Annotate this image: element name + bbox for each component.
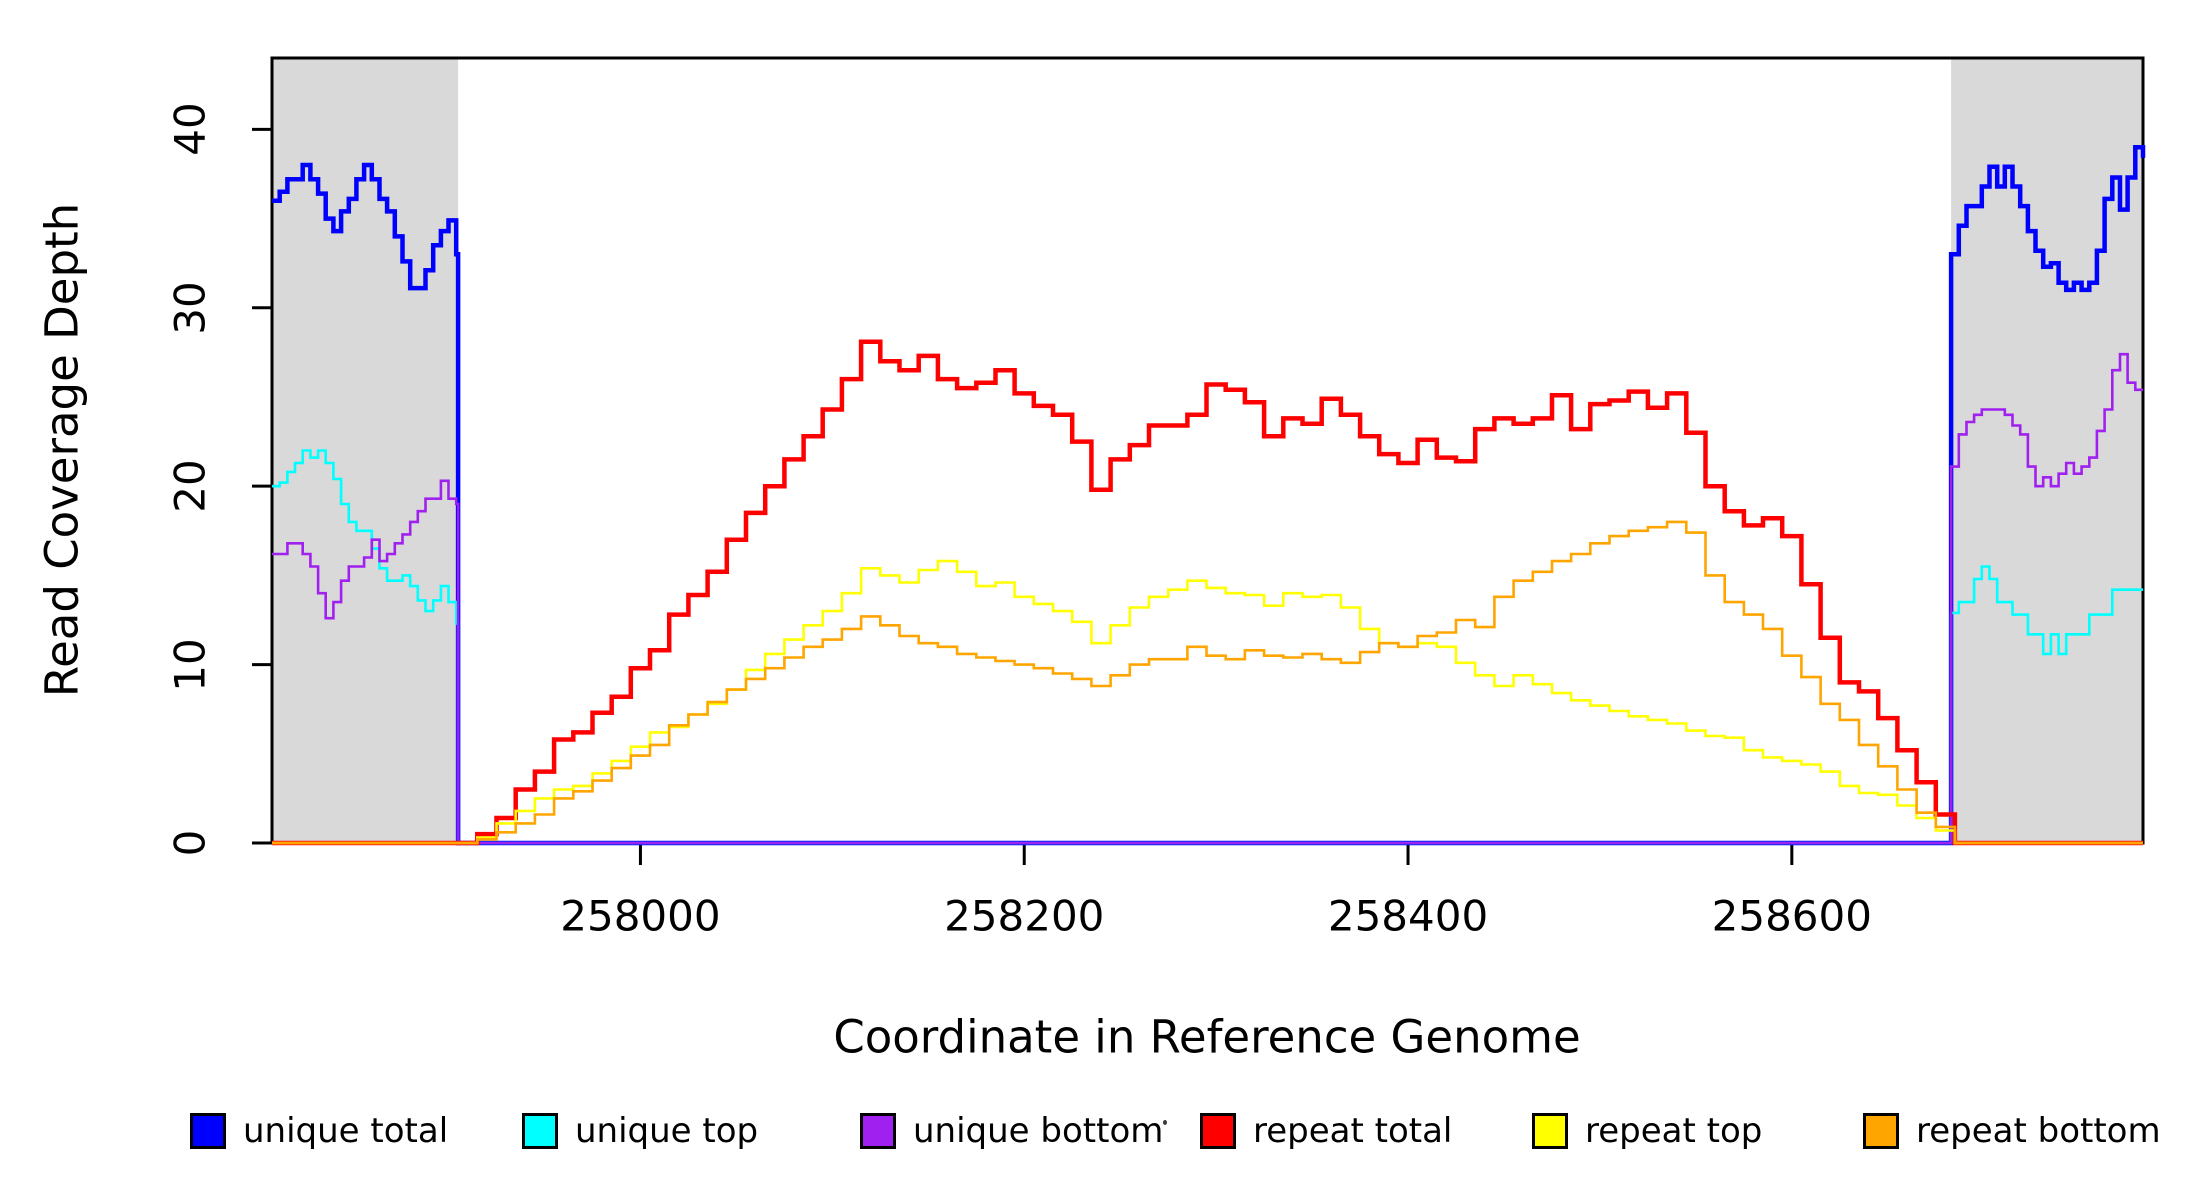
legend-label: repeat bottom <box>1916 1111 2161 1151</box>
legend-swatch-repeat-bottom <box>1863 1113 1899 1149</box>
legend-label: repeat top <box>1585 1111 1763 1151</box>
x-axis-title: Coordinate in Reference Genome <box>833 1010 1581 1064</box>
legend-swatch-unique-bottom <box>860 1113 896 1149</box>
legend-label: repeat total <box>1253 1111 1453 1151</box>
plot-box <box>270 56 2145 845</box>
series-unique-bottom <box>272 352 2143 845</box>
y-tick-label-0: 0 <box>165 829 215 857</box>
legend-swatch-unique-total <box>190 1113 226 1149</box>
x-tick-label-258200: 258200 <box>944 891 1105 941</box>
stray-dot <box>1163 1120 1167 1125</box>
legend-swatch-repeat-top <box>1532 1113 1568 1149</box>
y-tick-label-20: 20 <box>165 459 215 513</box>
x-tick-label-258600: 258600 <box>1711 891 1872 941</box>
legend-swatch-repeat-total <box>1200 1113 1236 1149</box>
x-tick-label-258000: 258000 <box>560 891 721 941</box>
legend-item-unique-bottom: unique bottom <box>860 1111 1163 1151</box>
y-axis-title: Read Coverage Depth <box>35 202 89 698</box>
series-repeat-total <box>272 339 2143 846</box>
legend-label: unique total <box>243 1111 449 1151</box>
series-unique-top <box>272 449 2143 845</box>
y-tick-label-30: 30 <box>165 281 215 335</box>
legend-item-repeat-bottom: repeat bottom <box>1863 1111 2161 1151</box>
series-repeat-bottom <box>272 520 2143 845</box>
legend-item-repeat-top: repeat top <box>1532 1111 1762 1151</box>
legend-item-unique-total: unique total <box>190 1111 448 1151</box>
legend-label: unique bottom <box>913 1111 1164 1151</box>
legend-item-repeat-total: repeat total <box>1200 1111 1452 1151</box>
series-repeat-top <box>272 559 2143 845</box>
y-tick-label-40: 40 <box>165 102 215 157</box>
y-tick-label-10: 10 <box>165 637 215 692</box>
legend-swatch-unique-top <box>522 1113 558 1149</box>
legend-label: unique top <box>575 1111 759 1151</box>
x-tick-label-258400: 258400 <box>1327 891 1489 941</box>
legend-item-unique-top: unique top <box>522 1111 758 1151</box>
